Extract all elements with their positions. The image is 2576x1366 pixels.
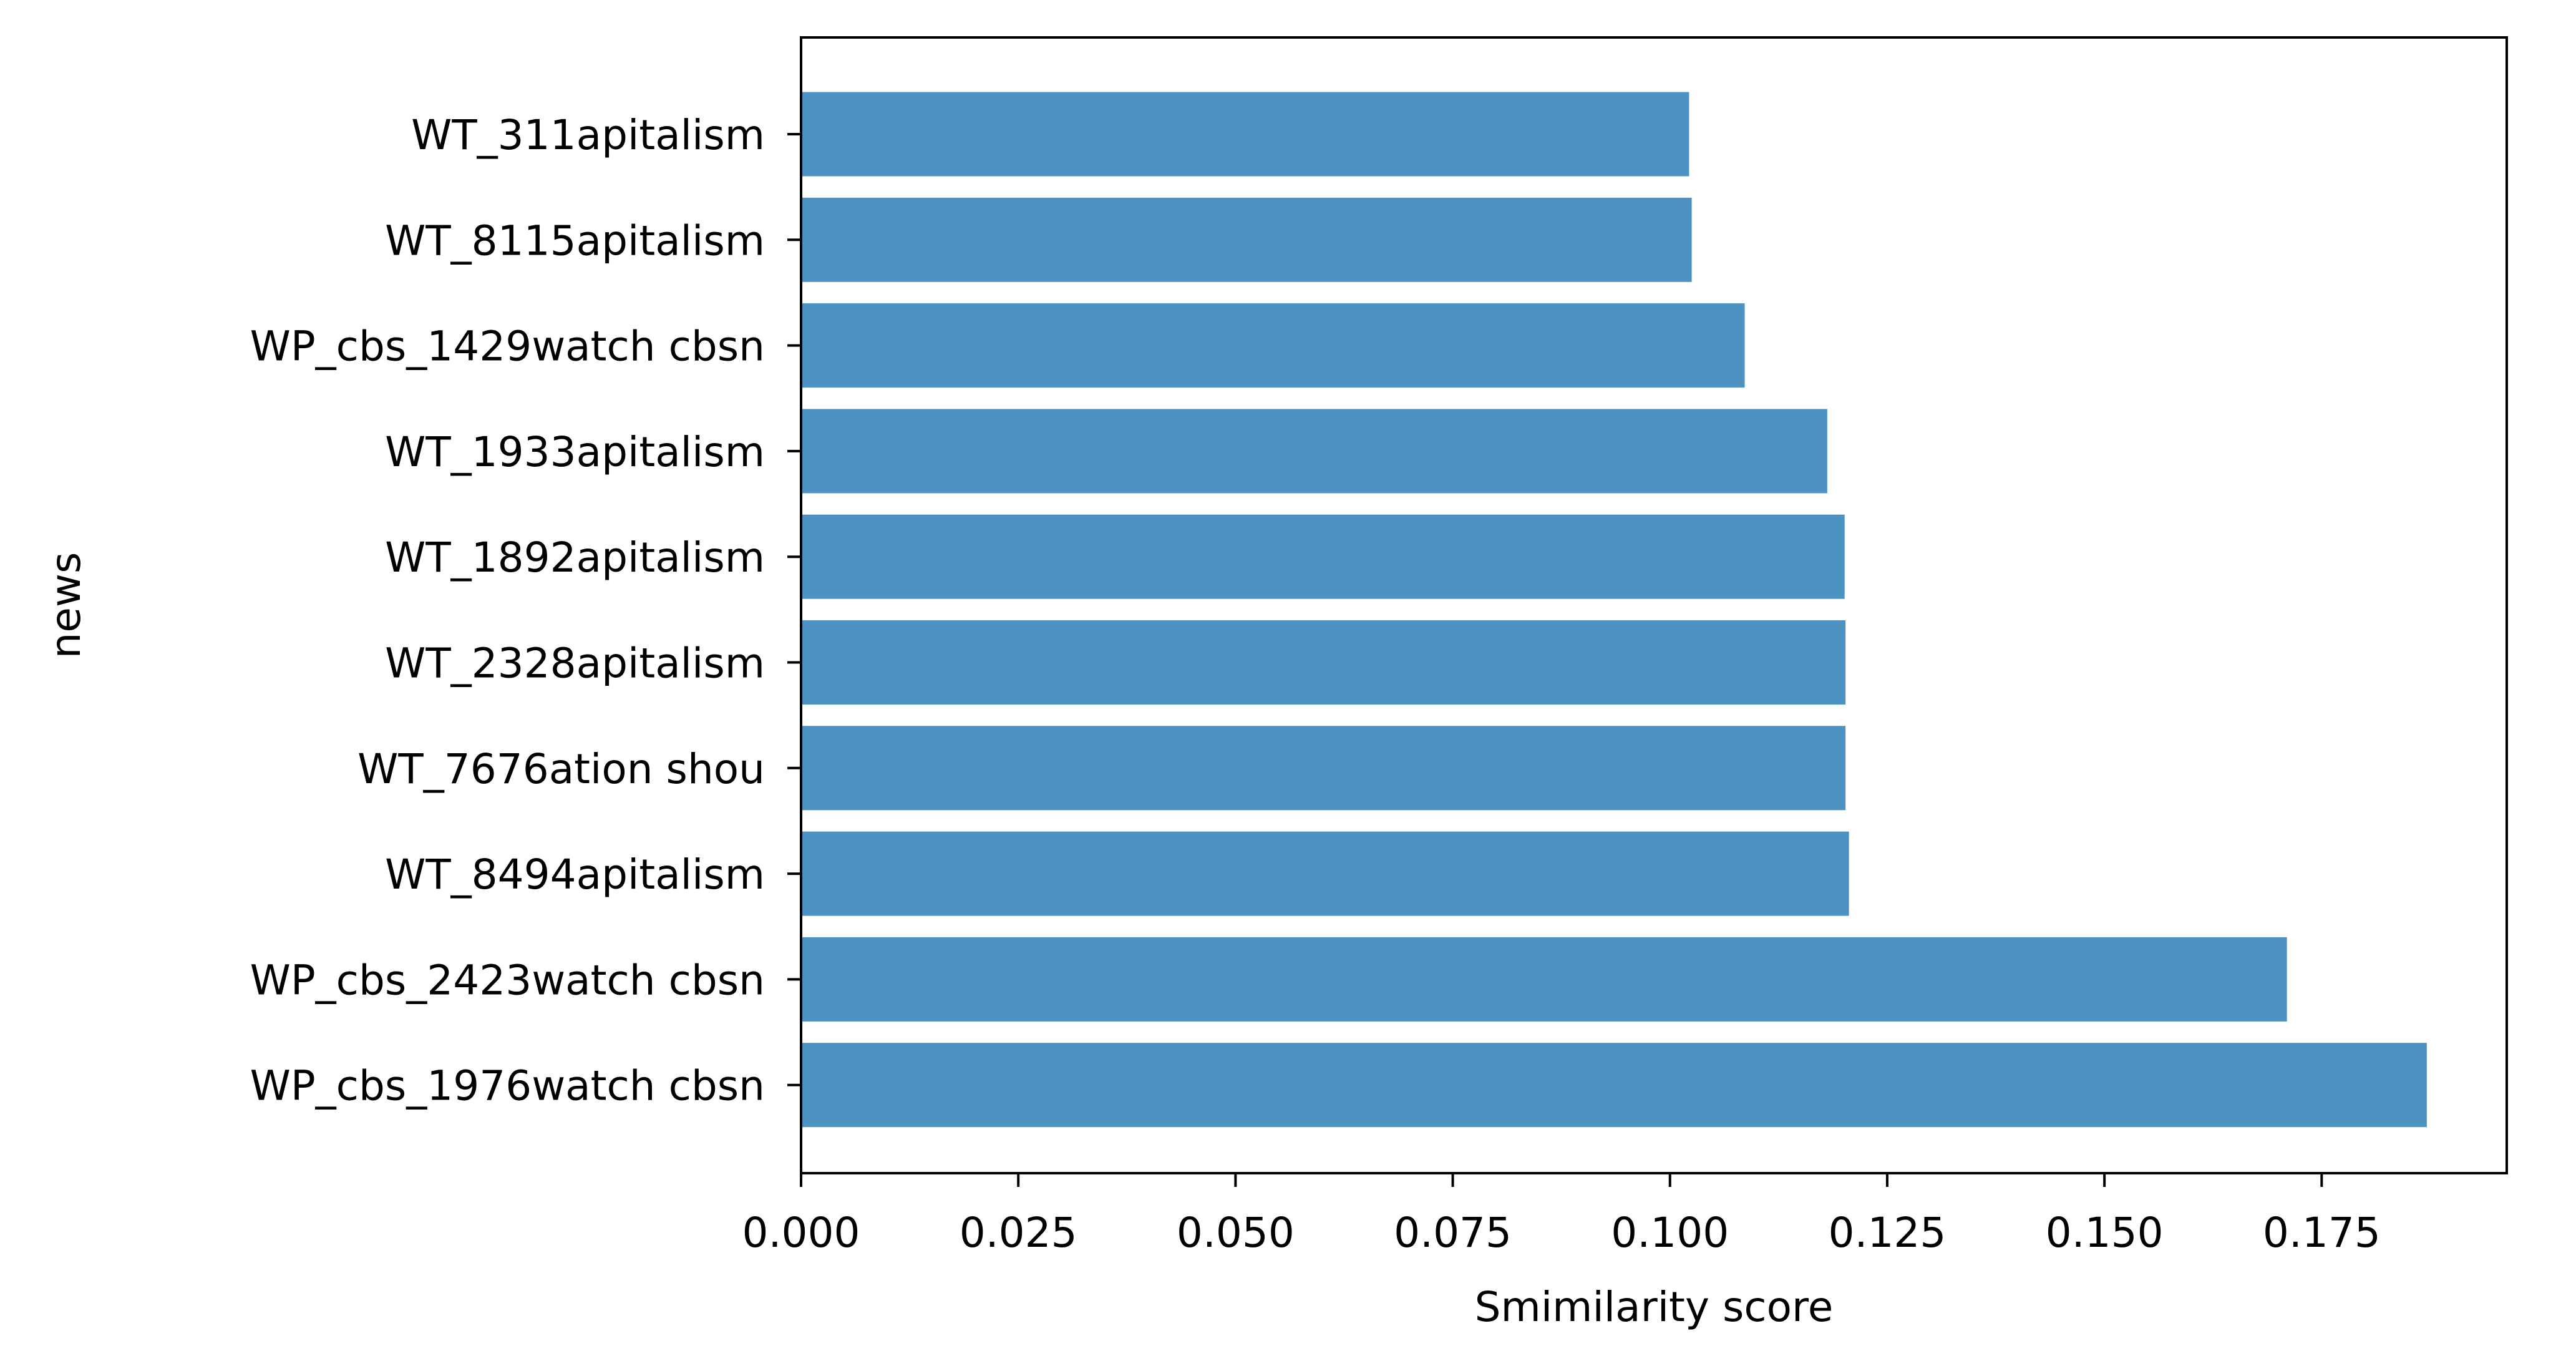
y-axis-label: news	[42, 552, 90, 659]
x-tick-label-5: 0.125	[1828, 1209, 1946, 1257]
y-tick-label-7: WT_8494apitalism	[385, 851, 765, 899]
y-tick-label-0: WT_311apitalism	[411, 111, 765, 159]
bars-group	[801, 92, 2427, 1128]
x-tick-label-3: 0.075	[1394, 1209, 1512, 1257]
x-tick-label-2: 0.050	[1177, 1209, 1295, 1257]
y-tick-label-6: WT_7676ation shou	[357, 745, 765, 793]
bar-0	[801, 92, 1689, 177]
x-axis-label: Smimilarity score	[1475, 1283, 1834, 1331]
x-tick-label-0: 0.000	[742, 1209, 860, 1257]
bar-2	[801, 303, 1745, 388]
y-tick-label-2: WP_cbs_1429watch cbsn	[250, 323, 765, 371]
ticks-group: WT_311apitalism WT_8115apitalism WP_cbs_…	[250, 111, 2381, 1257]
y-tick-label-8: WP_cbs_2423watch cbsn	[250, 956, 765, 1004]
y-tick-label-4: WT_1892apitalism	[385, 534, 765, 582]
y-tick-label-3: WT_1933apitalism	[385, 428, 765, 476]
y-tick-label-5: WT_2328apitalism	[385, 640, 765, 688]
bar-5	[801, 620, 1846, 705]
bar-1	[801, 197, 1692, 282]
y-tick-label-9: WP_cbs_1976watch cbsn	[250, 1062, 765, 1110]
y-tick-label-1: WT_8115apitalism	[385, 217, 765, 265]
bar-6	[801, 726, 1846, 811]
plot-frame	[800, 36, 2508, 1174]
x-tick-label-7: 0.175	[2263, 1209, 2381, 1257]
bar-9	[801, 1043, 2427, 1128]
bar-4	[801, 514, 1845, 599]
bar-3	[801, 409, 1827, 494]
x-tick-label-4: 0.100	[1611, 1209, 1729, 1257]
x-tick-label-1: 0.025	[960, 1209, 1077, 1257]
x-tick-label-6: 0.150	[2046, 1209, 2164, 1257]
bar-8	[801, 937, 2287, 1022]
bar-7	[801, 831, 1849, 916]
